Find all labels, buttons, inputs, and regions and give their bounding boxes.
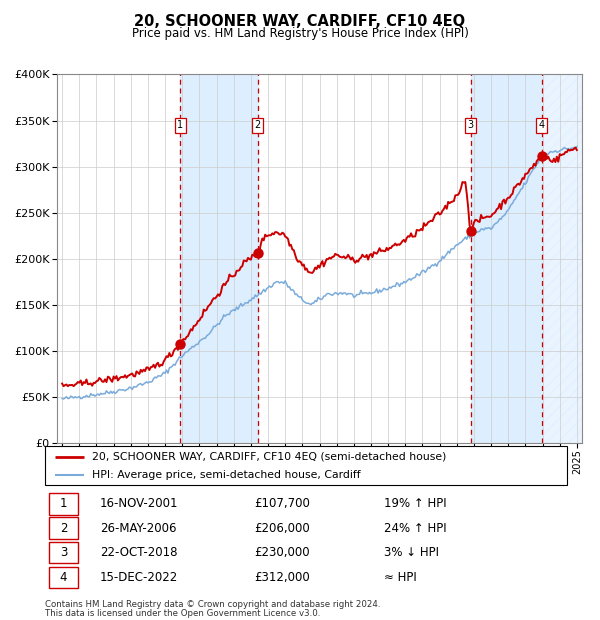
Text: 2: 2 bbox=[254, 120, 261, 130]
Text: HPI: Average price, semi-detached house, Cardiff: HPI: Average price, semi-detached house,… bbox=[92, 470, 361, 480]
FancyBboxPatch shape bbox=[49, 567, 78, 588]
FancyBboxPatch shape bbox=[49, 493, 78, 515]
Text: Price paid vs. HM Land Registry's House Price Index (HPI): Price paid vs. HM Land Registry's House … bbox=[131, 27, 469, 40]
Text: 26-MAY-2006: 26-MAY-2006 bbox=[100, 521, 176, 534]
Text: 19% ↑ HPI: 19% ↑ HPI bbox=[385, 497, 447, 510]
Text: 2: 2 bbox=[60, 521, 67, 534]
Text: £206,000: £206,000 bbox=[254, 521, 310, 534]
Text: 1: 1 bbox=[177, 120, 183, 130]
Text: £107,700: £107,700 bbox=[254, 497, 310, 510]
Text: 4: 4 bbox=[60, 571, 67, 584]
Text: This data is licensed under the Open Government Licence v3.0.: This data is licensed under the Open Gov… bbox=[45, 609, 320, 618]
Text: 22-OCT-2018: 22-OCT-2018 bbox=[100, 546, 178, 559]
Text: 24% ↑ HPI: 24% ↑ HPI bbox=[385, 521, 447, 534]
Bar bbox=[180, 74, 258, 443]
Text: 4: 4 bbox=[539, 120, 545, 130]
Text: £230,000: £230,000 bbox=[254, 546, 310, 559]
Bar bbox=[470, 74, 542, 443]
Text: 3: 3 bbox=[467, 120, 474, 130]
Text: ≈ HPI: ≈ HPI bbox=[385, 571, 417, 584]
Text: 3: 3 bbox=[60, 546, 67, 559]
FancyBboxPatch shape bbox=[49, 542, 78, 564]
Text: Contains HM Land Registry data © Crown copyright and database right 2024.: Contains HM Land Registry data © Crown c… bbox=[45, 600, 380, 609]
Text: £312,000: £312,000 bbox=[254, 571, 310, 584]
Text: 1: 1 bbox=[60, 497, 67, 510]
Text: 20, SCHOONER WAY, CARDIFF, CF10 4EQ: 20, SCHOONER WAY, CARDIFF, CF10 4EQ bbox=[134, 14, 466, 29]
Text: 16-NOV-2001: 16-NOV-2001 bbox=[100, 497, 178, 510]
Bar bbox=[542, 74, 582, 443]
FancyBboxPatch shape bbox=[49, 517, 78, 539]
Text: 20, SCHOONER WAY, CARDIFF, CF10 4EQ (semi-detached house): 20, SCHOONER WAY, CARDIFF, CF10 4EQ (sem… bbox=[92, 452, 446, 462]
Text: 3% ↓ HPI: 3% ↓ HPI bbox=[385, 546, 439, 559]
Text: 15-DEC-2022: 15-DEC-2022 bbox=[100, 571, 178, 584]
